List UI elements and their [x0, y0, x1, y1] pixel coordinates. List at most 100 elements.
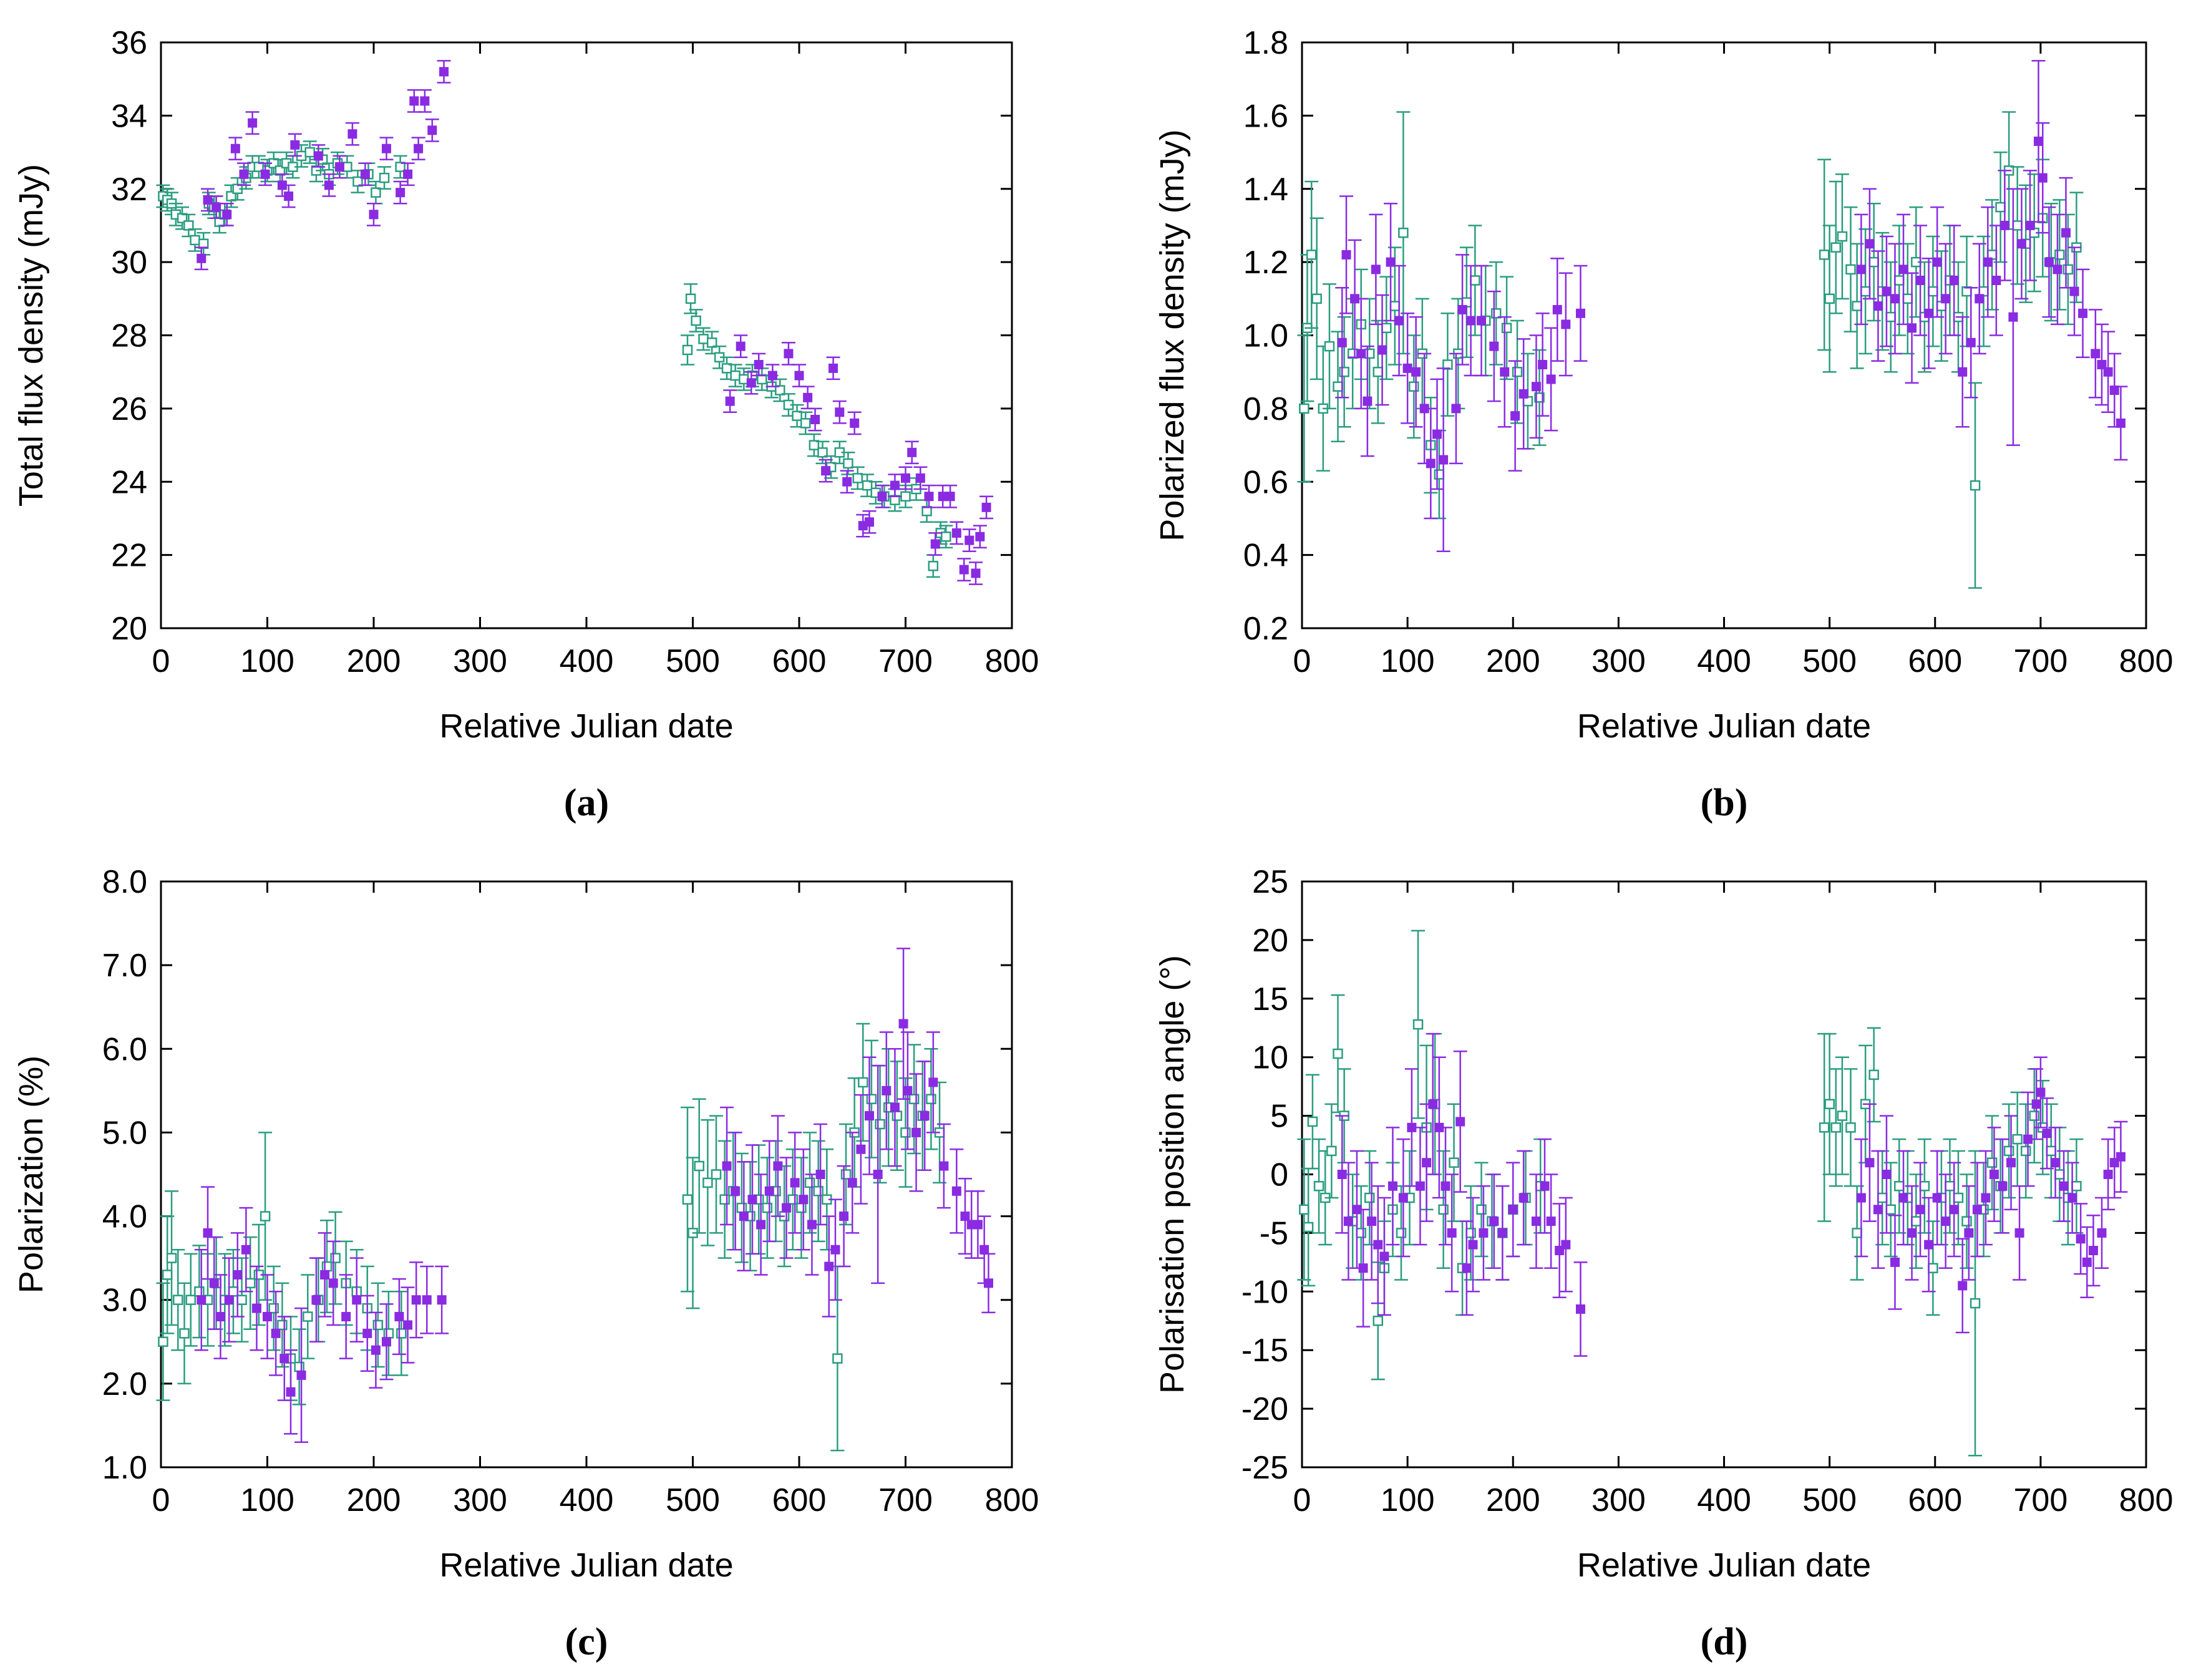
data-point — [807, 433, 821, 457]
marker-filled-square — [1924, 308, 1934, 318]
marker-filled-square — [924, 492, 934, 502]
marker-filled-square — [790, 1178, 800, 1188]
marker-open-square — [892, 1110, 903, 1121]
data-point — [1544, 327, 1558, 432]
marker-filled-square — [920, 1111, 930, 1121]
data-point — [322, 173, 336, 197]
marker-open-square — [852, 473, 863, 483]
data-point — [803, 1132, 817, 1234]
data-point — [1909, 1173, 1923, 1269]
marker-filled-square — [1907, 323, 1917, 333]
marker-open-square — [1373, 1316, 1384, 1326]
y-tick-label: 24 — [111, 464, 147, 500]
data-point — [920, 499, 934, 523]
marker-open-square — [1885, 311, 1896, 323]
y-tick-label: -25 — [1241, 1450, 1288, 1486]
marker-open-square — [158, 1336, 168, 1347]
marker-filled-square — [2091, 349, 2101, 359]
marker-filled-square — [2116, 418, 2126, 428]
data-point — [318, 1232, 332, 1318]
data-point — [781, 341, 795, 366]
data-point — [913, 466, 928, 490]
marker-open-square — [1364, 1192, 1375, 1203]
panel-label: (c) — [565, 1621, 608, 1663]
marker-open-square — [372, 1319, 384, 1331]
marker-filled-square — [1510, 411, 1520, 421]
data-point — [752, 352, 766, 377]
y-tick-label: 5 — [1270, 1099, 1288, 1135]
y-tick-label: 1.2 — [1243, 245, 1288, 281]
data-point — [407, 89, 421, 113]
marker-filled-square — [403, 169, 413, 179]
series-open-squares — [1297, 111, 2084, 589]
data-point — [1544, 1173, 1558, 1269]
marker-filled-square — [865, 1111, 875, 1121]
marker-open-square — [1470, 275, 1480, 286]
marker-open-square — [1845, 1122, 1856, 1133]
y-tick-label: 1.0 — [1243, 318, 1288, 354]
marker-filled-square — [2038, 173, 2048, 183]
marker-filled-square — [2076, 1234, 2086, 1244]
data-point — [1439, 1127, 1453, 1246]
marker-filled-square — [2008, 312, 2018, 322]
y-tick-label: 0.8 — [1243, 391, 1288, 427]
data-point — [222, 1257, 236, 1343]
x-tick-label: 200 — [347, 643, 401, 679]
marker-open-square — [260, 1211, 271, 1221]
data-point — [2076, 268, 2090, 358]
data-point — [260, 1274, 275, 1359]
data-point — [1862, 1103, 1877, 1222]
data-point — [1922, 258, 1936, 369]
marker-filled-square — [1949, 1205, 1959, 1215]
data-point — [1459, 1220, 1474, 1316]
data-point — [1535, 313, 1550, 417]
marker-filled-square — [334, 162, 344, 172]
data-point — [957, 558, 971, 581]
data-point — [2086, 1214, 2101, 1287]
marker-open-square — [190, 235, 200, 246]
marker-filled-square — [973, 1220, 983, 1230]
marker-filled-square — [1343, 1216, 1353, 1226]
marker-filled-square — [409, 96, 419, 106]
data-point — [201, 188, 215, 212]
marker-filled-square — [725, 396, 735, 406]
data-point — [779, 1157, 794, 1259]
marker-filled-square — [1890, 1257, 1900, 1267]
data-point — [2069, 1138, 2084, 1234]
data-point — [1558, 1197, 1573, 1293]
x-tick-label: 700 — [2013, 1482, 2067, 1518]
marker-filled-square — [1402, 363, 1412, 373]
marker-filled-square — [877, 492, 887, 502]
marker-open-square — [1324, 341, 1335, 352]
marker-filled-square — [1575, 308, 1585, 318]
marker-filled-square — [1546, 374, 1556, 384]
x-tick-label: 500 — [666, 643, 720, 679]
data-point — [680, 334, 694, 366]
data-point — [1888, 243, 1902, 355]
marker-open-square — [1893, 1181, 1905, 1192]
data-point — [1487, 290, 1501, 402]
data-point — [1335, 1115, 1349, 1234]
x-tick-label: 300 — [1591, 643, 1646, 679]
marker-filled-square — [739, 1211, 749, 1221]
data-point — [2014, 188, 2029, 300]
data-point — [1998, 170, 2012, 281]
marker-filled-square — [2031, 1099, 2041, 1109]
data-point — [1453, 1051, 1467, 1193]
marker-filled-square — [197, 1295, 206, 1305]
series-filled-squares — [194, 60, 994, 585]
data-point — [1550, 258, 1565, 362]
data-point — [2114, 386, 2128, 461]
data-point — [1905, 1185, 1919, 1281]
marker-filled-square — [381, 1337, 391, 1347]
data-point — [2107, 1127, 2122, 1199]
marker-open-square — [685, 293, 696, 304]
marker-filled-square — [2033, 136, 2043, 146]
data-point — [781, 393, 795, 417]
data-point — [734, 334, 748, 358]
data-point — [182, 213, 196, 238]
marker-open-square — [371, 187, 381, 198]
marker-filled-square — [930, 539, 940, 549]
marker-filled-square — [1865, 1158, 1875, 1168]
data-point — [1829, 180, 1843, 314]
